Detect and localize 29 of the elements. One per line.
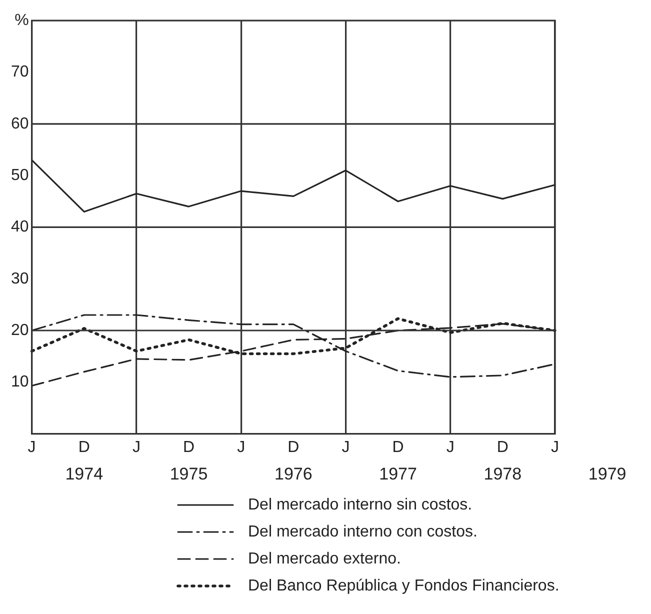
x-tick-label: D	[78, 438, 90, 456]
x-tick-label: D	[288, 438, 300, 456]
x-tick-label: D	[182, 438, 195, 456]
y-tick-label: 10	[11, 374, 29, 391]
x-tick-label: D	[392, 438, 404, 456]
y-tick-label: 20	[11, 322, 29, 339]
text: 1974	[65, 464, 104, 484]
legend-label: Del mercado interno con costos.	[248, 523, 478, 540]
legend-label: Del Banco República y Fondos Financieros.	[248, 577, 560, 594]
x-tick-label: J	[446, 438, 454, 456]
y-tick-label: 60	[11, 115, 29, 132]
x-tick-label: J	[28, 438, 36, 456]
y-tick-label: 40	[11, 218, 29, 236]
y-tick-label: 70	[11, 64, 29, 81]
x-tick-label: J	[132, 438, 140, 456]
y-tick-label: 50	[11, 166, 29, 184]
legend-label: Del mercado interno sin costos.	[248, 496, 472, 514]
y-tick-label: %	[14, 12, 29, 30]
x-tick-label: D	[496, 438, 508, 456]
text: 1976	[274, 464, 312, 484]
text: 1978	[484, 464, 522, 484]
text: 1975	[170, 464, 208, 484]
legend-label: Del mercado externo.	[248, 550, 401, 568]
text: 1979	[588, 464, 626, 484]
text: 1977	[379, 464, 417, 484]
x-tick-label: J	[342, 438, 350, 456]
y-tick-label: 30	[11, 270, 29, 288]
x-tick-label: J	[551, 438, 559, 456]
x-tick-label: J	[237, 438, 246, 456]
